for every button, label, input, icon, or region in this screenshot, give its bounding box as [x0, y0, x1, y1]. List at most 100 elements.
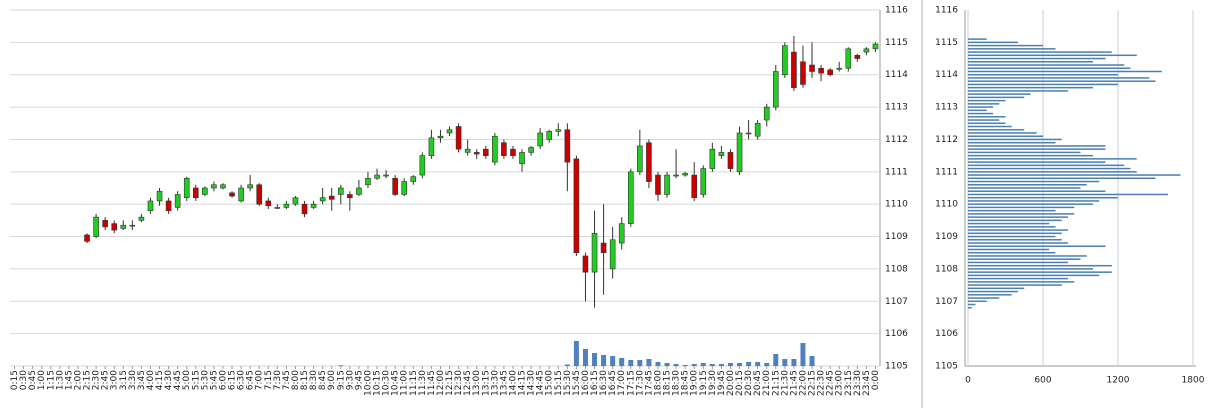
volume-bar: [573, 341, 579, 366]
x-tick-label: 17:30: [635, 370, 645, 396]
x-tick-label: 19:45: [717, 370, 727, 396]
x-tick-label: 12:00: [436, 370, 446, 396]
profile-bar: [968, 226, 1056, 228]
x-tick-label: 1:45: [64, 370, 74, 390]
volume-bar: [718, 364, 724, 366]
candle-body: [356, 187, 362, 195]
candle-body: [129, 224, 136, 227]
volume-bar: [727, 363, 733, 366]
volume-bar: [673, 364, 679, 366]
profile-bar: [968, 138, 1062, 141]
x-tick-label: 18:00: [653, 370, 663, 396]
candle-body: [238, 187, 244, 202]
volume-bar: [610, 356, 616, 366]
candle-body: [192, 187, 199, 199]
profile-bar: [968, 57, 1106, 60]
candle-body: [464, 148, 471, 153]
x-tick-label: 1800: [1182, 376, 1205, 386]
profile-bar: [968, 174, 1181, 176]
profile-bar: [968, 93, 1031, 95]
candle-body: [528, 147, 534, 153]
x-tick-label: 12:15: [445, 370, 455, 396]
x-tick-label: 1:15: [46, 370, 56, 390]
candle-body: [265, 200, 272, 207]
y-tick-label: 1115: [935, 38, 958, 48]
profile-bar: [968, 61, 1093, 63]
profile-bar: [968, 64, 1125, 66]
candle-body: [147, 200, 154, 211]
candle-body: [546, 131, 553, 140]
candle-body: [347, 194, 353, 199]
profile-bar: [968, 196, 1118, 199]
profile-bar: [968, 67, 1131, 70]
candle-body: [736, 132, 743, 173]
candle-body: [501, 142, 507, 156]
profile-bar: [968, 268, 1093, 270]
profile-bar: [968, 216, 1068, 218]
x-tick-label: 17:15: [626, 370, 636, 396]
profile-bar: [968, 145, 1106, 147]
profile-bar: [968, 239, 1062, 241]
profile-bar: [968, 180, 1100, 183]
profile-bar: [968, 235, 1056, 238]
x-tick-label: 10:00: [363, 370, 373, 396]
candle-body: [827, 69, 833, 76]
x-tick-label: 19:15: [699, 370, 709, 396]
volume-bar: [601, 355, 607, 366]
candle-body: [328, 195, 335, 200]
profile-bar: [968, 258, 1081, 260]
x-tick-label: 9:00: [327, 370, 337, 390]
y-tick-label: 1116: [935, 6, 958, 16]
profile-bar: [968, 171, 1137, 173]
candle-body: [401, 181, 408, 195]
profile-bar: [968, 44, 1043, 47]
candle-body: [700, 168, 707, 195]
candle-body: [591, 233, 598, 273]
x-tick-label: 21:00: [762, 370, 772, 396]
x-tick-label: 3:45: [137, 370, 147, 390]
candle-body: [537, 132, 543, 147]
candle-body: [555, 129, 562, 132]
candle-body: [392, 177, 398, 195]
x-tick-label: 6:30: [237, 370, 247, 390]
x-tick-label: 4:45: [173, 370, 183, 390]
profile-bar: [968, 148, 1106, 150]
x-tick-label: 11:45: [427, 370, 437, 396]
x-tick-label: 11:15: [409, 370, 419, 396]
x-tick-label: 15:00: [545, 370, 555, 396]
candle-body: [609, 239, 616, 270]
candle-body: [763, 106, 770, 121]
profile-bar: [968, 300, 987, 303]
profile-bar: [968, 119, 1000, 121]
candle-body: [455, 126, 462, 150]
profile-bar: [968, 184, 1087, 186]
candle-body: [138, 216, 145, 221]
candle-body: [872, 43, 879, 50]
candle-body: [627, 171, 634, 224]
profile-bar: [968, 73, 1118, 76]
profile-bar: [968, 245, 1106, 248]
candle-body: [809, 64, 815, 72]
volume-bar: [564, 364, 570, 366]
profile-bar: [968, 190, 1106, 192]
profile-bar: [968, 277, 1068, 280]
y-tick-label: 1112: [885, 135, 908, 145]
candle-body: [292, 197, 299, 205]
candle-body: [301, 203, 308, 215]
volume-bar: [700, 363, 706, 366]
x-tick-label: 12:45: [463, 370, 473, 396]
x-tick-label: 1200: [1107, 376, 1130, 386]
x-tick-label: 22:45: [826, 370, 836, 396]
profile-bar: [968, 77, 1150, 79]
volume-bar: [709, 364, 715, 366]
profile-bar: [968, 219, 1062, 222]
profile-bar: [968, 255, 1087, 257]
x-tick-label: 14:00: [508, 370, 518, 396]
profile-bar: [968, 261, 1068, 264]
x-tick-label: 5:15: [191, 370, 201, 390]
profile-bar: [968, 294, 1012, 296]
candle-body: [800, 61, 806, 85]
candle-body: [247, 184, 253, 189]
y-tick-label: 1107: [885, 297, 908, 307]
